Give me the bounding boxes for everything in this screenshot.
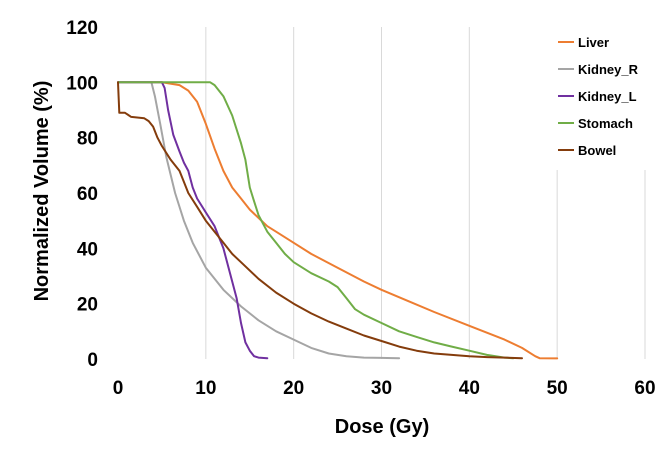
x-tick-label: 30 (371, 378, 392, 399)
x-tick-label: 60 (634, 378, 655, 399)
y-tick-label: 100 (66, 73, 98, 94)
x-tick-label: 0 (113, 378, 124, 399)
x-tick-label: 50 (547, 378, 568, 399)
x-tick-label: 40 (459, 378, 480, 399)
series-lines (117, 81, 559, 360)
x-axis-ticks: 0 10 20 30 40 50 60 (113, 378, 656, 399)
legend-label: Stomach (578, 116, 633, 131)
legend-label: Liver (578, 35, 609, 50)
y-tick-label: 0 (87, 350, 98, 371)
legend-label: Kidney_L (578, 89, 637, 104)
series-line-stomach (117, 81, 515, 360)
y-axis-title: Normalized Volume (%) (31, 81, 53, 302)
legend-label: Bowel (578, 143, 616, 158)
series-line-liver (117, 81, 559, 360)
y-tick-label: 80 (77, 129, 98, 150)
legend-label: Kidney_R (578, 62, 639, 77)
series-line-bowel (117, 81, 523, 360)
y-tick-label: 20 (77, 295, 98, 316)
y-tick-label: 60 (77, 184, 98, 205)
series-line-kidney-r (117, 81, 401, 360)
series-line-kidney-l (117, 81, 269, 360)
x-tick-label: 20 (283, 378, 304, 399)
x-axis-title: Dose (Gy) (335, 416, 429, 438)
legend: Liver Kidney_R Kidney_L Stomach Bowel (558, 35, 639, 158)
y-axis-ticks: 0 20 40 60 80 100 120 (66, 18, 98, 371)
y-tick-label: 120 (66, 18, 98, 39)
y-tick-label: 40 (77, 239, 98, 260)
x-tick-label: 10 (195, 378, 216, 399)
